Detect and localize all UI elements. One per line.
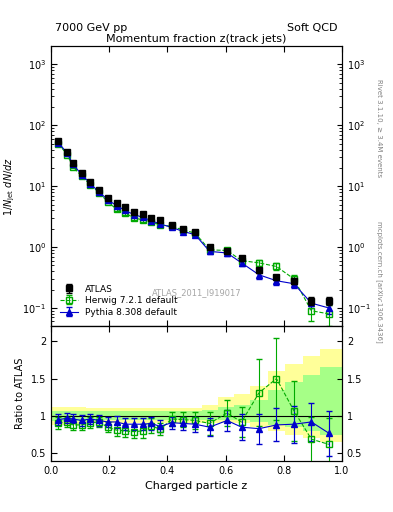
Legend: ATLAS, Herwig 7.2.1 default, Pythia 8.308 default: ATLAS, Herwig 7.2.1 default, Pythia 8.30… — [55, 280, 182, 322]
Text: Soft QCD: Soft QCD — [288, 23, 338, 33]
X-axis label: Charged particle z: Charged particle z — [145, 481, 248, 491]
Text: Rivet 3.1.10, ≥ 3.4M events: Rivet 3.1.10, ≥ 3.4M events — [376, 79, 382, 177]
Text: 7000 GeV pp: 7000 GeV pp — [55, 23, 127, 33]
Y-axis label: Ratio to ATLAS: Ratio to ATLAS — [15, 358, 25, 429]
Text: ATLAS_2011_I919017: ATLAS_2011_I919017 — [152, 288, 241, 297]
Text: mcplots.cern.ch [arXiv:1306.3436]: mcplots.cern.ch [arXiv:1306.3436] — [376, 221, 383, 343]
Title: Momentum fraction z(track jets): Momentum fraction z(track jets) — [107, 34, 286, 44]
Y-axis label: $1/N_\mathrm{jet}$ $dN/dz$: $1/N_\mathrm{jet}$ $dN/dz$ — [2, 157, 17, 216]
